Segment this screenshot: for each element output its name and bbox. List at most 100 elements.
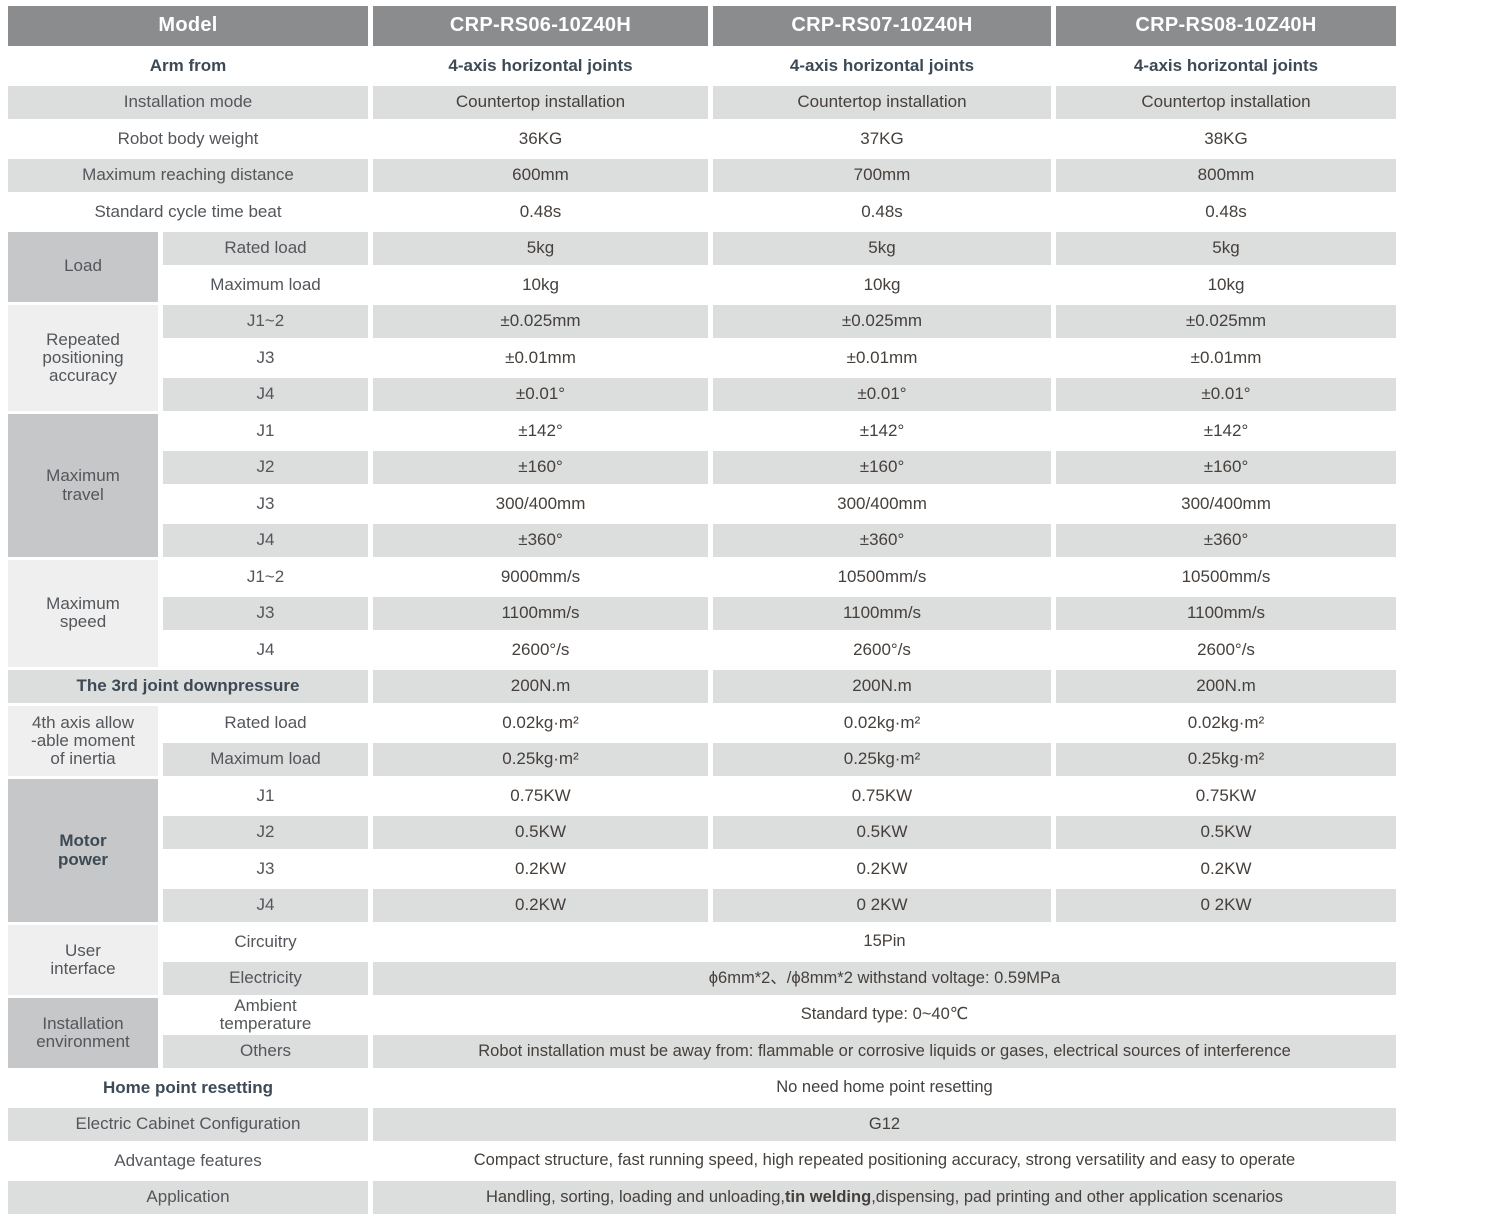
value-cell: ±0.025mm (373, 304, 708, 338)
sub-label-cell: Ambient temperature (219, 995, 312, 1033)
sub-label-cell: J4 (163, 377, 368, 411)
sub-label-cell: Maximum load (163, 742, 368, 776)
value-cell: 4-axis horizontal joints (448, 55, 633, 75)
value-cell: ±160° (1056, 450, 1396, 484)
row-label-cell: Arm from (149, 55, 227, 75)
span-value-cell: Compact structure, fast running speed, h… (473, 1151, 1296, 1169)
value-cell: 10kg (1207, 274, 1245, 294)
span-value-cell: Standard type: 0~40℃ (800, 1005, 969, 1023)
value-cell: 2600°/s (853, 639, 911, 659)
robot-spec-table: Model CRP-RS06-10Z40H CRP-RS07-10Z40H CR… (8, 6, 1486, 1214)
value-cell: 2600°/s (511, 639, 570, 659)
row-label-cell: Maximum reaching distance (8, 158, 368, 192)
value-cell: 200N.m (1056, 669, 1396, 703)
value-cell: 0.02kg·m² (1187, 712, 1265, 732)
value-cell: 800mm (1056, 158, 1396, 192)
value-cell: 0.75KW (1195, 785, 1257, 805)
value-cell: 0.5KW (373, 815, 708, 849)
sub-label-cell: J3 (256, 493, 275, 513)
group-label-cell: Maximum speed (8, 560, 158, 667)
value-cell: ±360° (373, 523, 708, 557)
group-label-cell: Load (8, 231, 158, 302)
value-cell: 600mm (373, 158, 708, 192)
value-cell: 0.48s (519, 201, 562, 221)
sub-label-cell: J3 (256, 858, 275, 878)
value-cell: 0.2KW (514, 858, 567, 878)
value-cell: 4-axis horizontal joints (789, 55, 975, 75)
value-cell: ±0.01mm (846, 347, 918, 367)
model-header-cell: Model (8, 6, 368, 46)
group-label-cell: Motor power (8, 779, 158, 922)
group-label-cell: 4th axis allow -able moment of inertia (8, 706, 158, 776)
value-cell: 1100mm/s (713, 596, 1051, 630)
row-label-cell: Home point resetting (102, 1077, 273, 1097)
value-cell: 9000mm/s (500, 566, 581, 586)
value-cell: 0.75KW (851, 785, 913, 805)
sub-label-cell: J2 (163, 450, 368, 484)
value-cell: 0.02kg·m² (502, 712, 579, 732)
value-cell: 0.75KW (510, 785, 571, 805)
sub-label-cell: J1~2 (246, 566, 285, 586)
value-cell: Countertop installation (713, 85, 1051, 119)
sub-label-cell: Maximum load (210, 274, 321, 294)
value-cell: 5kg (713, 231, 1051, 265)
value-cell: ±0.01mm (505, 347, 576, 367)
sub-label-cell: J1 (256, 785, 275, 805)
value-cell: ±160° (373, 450, 708, 484)
group-label-cell: Repeated positioning accuracy (8, 304, 158, 411)
span-value-cell: Robot installation must be away from: fl… (373, 1034, 1396, 1068)
value-cell: 0.25kg·m² (713, 742, 1051, 776)
value-cell: 200N.m (713, 669, 1051, 703)
value-cell: 300/400mm (495, 493, 586, 513)
value-cell: 1100mm/s (373, 596, 708, 630)
sub-label-cell: Circuitry (234, 931, 297, 951)
value-cell: 0.5KW (713, 815, 1051, 849)
row-label-cell: Robot body weight (117, 128, 259, 148)
value-cell: 10kg (522, 274, 559, 294)
sub-label-cell: J3 (256, 347, 275, 367)
value-cell: 0.2KW (1200, 858, 1252, 878)
value-cell: 4-axis horizontal joints (1133, 55, 1319, 75)
value-cell: ±142° (1203, 420, 1249, 440)
value-cell: 10kg (863, 274, 901, 294)
value-cell: 5kg (373, 231, 708, 265)
value-cell: 10500mm/s (1181, 566, 1271, 586)
value-cell: 5kg (1056, 231, 1396, 265)
value-cell: 0.02kg·m² (843, 712, 921, 732)
value-cell: 0 2KW (1056, 888, 1396, 922)
group-label-cell: Installation environment (8, 998, 158, 1068)
group-label-cell: User interface (8, 925, 158, 995)
value-cell: Countertop installation (373, 85, 708, 119)
value-cell: ±0.01mm (1190, 347, 1262, 367)
value-cell: ±360° (1056, 523, 1396, 557)
sub-label-cell: J4 (163, 523, 368, 557)
value-cell: ±160° (713, 450, 1051, 484)
value-cell: 38KG (1204, 128, 1248, 148)
sub-label-cell: J1~2 (163, 304, 368, 338)
sub-label-cell: Rated load (224, 712, 307, 732)
value-cell: 0.25kg·m² (373, 742, 708, 776)
sub-label-cell: Rated load (163, 231, 368, 265)
row-label-cell: The 3rd joint downpressure (8, 669, 368, 703)
span-value-cell: 15Pin (863, 932, 906, 950)
value-cell: 36KG (518, 128, 563, 148)
value-cell: 200N.m (373, 669, 708, 703)
value-cell: ±0.01° (1056, 377, 1396, 411)
value-cell: 300/400mm (1181, 493, 1271, 513)
value-cell: 0.2KW (856, 858, 908, 878)
model-column-header-1: CRP-RS06-10Z40H (373, 6, 708, 46)
value-cell: 0.48s (1205, 201, 1247, 221)
value-cell: ±0.025mm (713, 304, 1051, 338)
value-cell: ±0.025mm (1056, 304, 1396, 338)
value-cell: ±142° (859, 420, 905, 440)
value-cell: 0.48s (861, 201, 903, 221)
application-text-bold: tin welding (785, 1187, 872, 1206)
row-label-cell: Installation mode (8, 85, 368, 119)
value-cell: 300/400mm (837, 493, 927, 513)
value-cell: ±142° (518, 420, 563, 440)
model-column-header-2: CRP-RS07-10Z40H (713, 6, 1051, 46)
sub-label-cell: Others (163, 1034, 368, 1068)
span-value-cell: G12 (373, 1107, 1396, 1141)
span-value-cell: ϕ6mm*2、/ϕ8mm*2 withstand voltage: 0.59MP… (373, 961, 1396, 995)
value-cell: 2600°/s (1197, 639, 1255, 659)
